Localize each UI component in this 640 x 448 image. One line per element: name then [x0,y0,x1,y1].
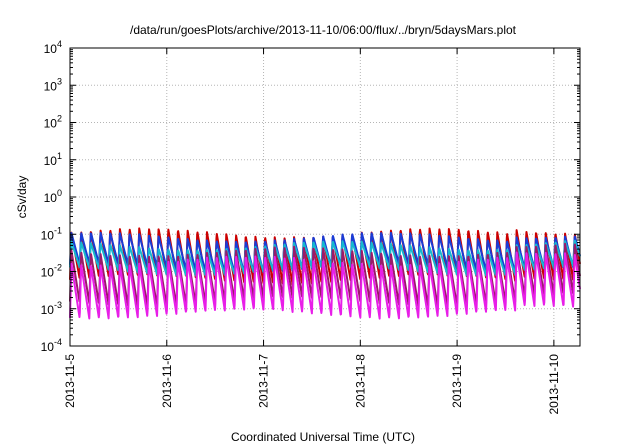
y-tick-label: 102 [44,114,62,131]
series-line [69,239,581,277]
series-line [69,231,581,274]
y-tick-label: 10-4 [41,337,62,354]
y-tick-label: 101 [44,151,62,168]
x-tick-labels: 2013-11-5 2013-11-6 2013-11-7 2013-11-8 2013… [63,354,561,415]
y-tick-labels: 10-4 10-3 10-2 10-1 100 101 102 103 104 [41,39,62,354]
y-tick-label: 10-1 [41,225,62,242]
y-tick-label: 104 [44,39,62,56]
y-axis-label: cSv/day [15,176,29,219]
chart-title: /data/run/goesPlots/archive/2013-11-10/0… [130,23,517,37]
x-tick-label: 2013-11-8 [353,354,367,408]
y-tick-label: 103 [44,76,62,93]
series-line [69,242,581,308]
x-tick-label: 2013-11-5 [63,354,77,408]
series-line [69,251,581,320]
series-group [69,227,581,320]
x-tick-label: 2013-11-10 [547,354,561,415]
x-tick-label: 2013-11-6 [160,354,174,408]
plot-frame [69,47,581,347]
x-tick-label: 2013-11-7 [257,354,271,408]
x-tick-label: 2013-11-9 [450,354,464,408]
y-tick-label: 100 [44,188,62,205]
x-axis-label: Coordinated Universal Time (UTC) [231,430,415,444]
y-tick-label: 10-2 [41,263,62,280]
y-tick-label: 10-3 [41,300,62,317]
